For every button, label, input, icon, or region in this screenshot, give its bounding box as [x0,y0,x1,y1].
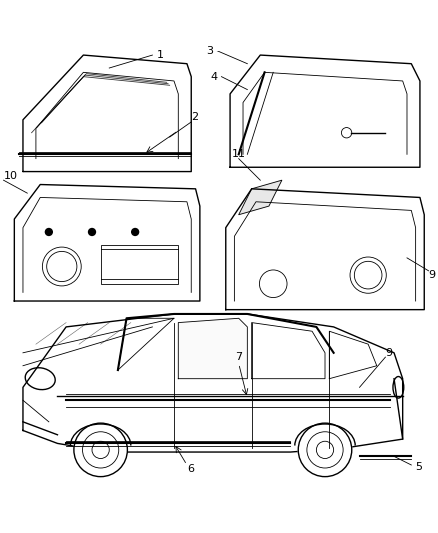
Circle shape [46,229,52,236]
Text: 1: 1 [157,50,164,60]
Circle shape [74,423,127,477]
Text: 2: 2 [191,112,198,122]
Text: 7: 7 [235,352,242,362]
Text: 10: 10 [4,171,18,181]
Polygon shape [23,314,403,452]
Text: 9: 9 [428,270,436,280]
Circle shape [298,423,352,477]
Polygon shape [178,318,247,378]
Bar [101,245,178,284]
Text: 11: 11 [232,149,246,159]
Text: 9: 9 [385,348,392,358]
Text: 3: 3 [206,46,213,56]
Text: 6: 6 [188,464,195,474]
Circle shape [88,229,95,236]
Text: 5: 5 [416,462,423,472]
Circle shape [132,229,138,236]
Polygon shape [239,180,282,215]
Text: 4: 4 [210,71,217,82]
